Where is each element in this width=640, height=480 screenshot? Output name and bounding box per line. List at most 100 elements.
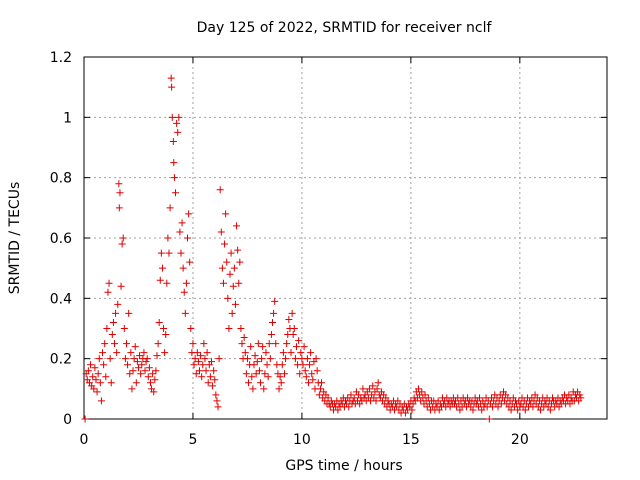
data-point	[345, 403, 353, 411]
data-points	[81, 74, 585, 423]
data-point	[120, 325, 128, 332]
data-point	[214, 403, 222, 411]
data-point	[237, 325, 245, 332]
data-point	[128, 385, 136, 393]
data-point	[119, 234, 127, 242]
data-point	[216, 186, 224, 194]
y-tick-label: 0.2	[50, 352, 72, 368]
data-point	[186, 258, 194, 266]
data-point	[576, 391, 584, 399]
data-point	[170, 174, 178, 182]
y-tick-label: 0	[63, 412, 72, 428]
data-point	[206, 373, 214, 381]
data-point	[138, 361, 146, 369]
data-point	[160, 325, 168, 332]
data-point	[134, 364, 142, 372]
data-point	[92, 376, 100, 384]
data-point	[251, 352, 259, 360]
data-point	[219, 279, 227, 287]
data-point	[245, 379, 253, 387]
data-point	[287, 349, 295, 357]
data-point	[113, 349, 121, 357]
data-point	[485, 415, 493, 423]
data-point	[81, 415, 89, 423]
data-point	[95, 355, 103, 363]
data-point	[142, 358, 150, 366]
data-point	[168, 83, 176, 91]
data-point	[104, 288, 112, 296]
data-point	[476, 394, 484, 402]
data-point	[108, 331, 116, 339]
y-tick-label: 0.4	[50, 291, 72, 307]
data-point	[93, 388, 101, 396]
data-point	[112, 309, 120, 317]
data-point	[125, 309, 133, 317]
data-point	[204, 379, 212, 387]
data-point	[207, 358, 215, 366]
data-point	[115, 204, 123, 212]
data-point	[158, 264, 166, 272]
data-point	[263, 361, 271, 369]
data-point	[350, 394, 358, 402]
data-point	[174, 128, 182, 136]
data-point	[126, 370, 134, 378]
data-point	[163, 279, 171, 287]
data-point	[238, 340, 246, 348]
data-point	[546, 406, 554, 414]
data-point	[180, 288, 188, 296]
data-point	[150, 388, 158, 396]
data-point	[224, 294, 232, 302]
data-point	[191, 355, 199, 363]
data-point	[260, 385, 268, 393]
data-point	[154, 340, 162, 348]
data-point	[295, 337, 303, 345]
x-tick-label: 20	[511, 432, 529, 448]
data-point	[213, 397, 221, 405]
data-point	[289, 331, 297, 339]
data-point	[102, 373, 110, 381]
data-point	[369, 382, 377, 390]
data-point	[241, 349, 249, 357]
data-point	[212, 391, 220, 399]
data-point	[228, 309, 236, 317]
data-point	[259, 343, 267, 351]
data-point	[117, 282, 125, 290]
data-point	[198, 373, 206, 381]
data-point	[129, 367, 137, 375]
data-point	[277, 379, 285, 387]
data-point	[105, 279, 113, 287]
data-point	[111, 340, 119, 348]
data-point	[187, 325, 195, 332]
data-point	[537, 406, 545, 414]
data-point	[268, 318, 276, 326]
data-point	[103, 325, 111, 332]
data-point	[185, 210, 193, 218]
data-point	[209, 382, 217, 390]
data-point	[166, 204, 174, 212]
data-point	[278, 361, 286, 369]
data-point	[132, 379, 140, 387]
data-point	[141, 367, 149, 375]
data-point	[89, 373, 97, 381]
data-point	[296, 370, 304, 378]
data-point	[415, 385, 423, 393]
data-point	[469, 406, 477, 414]
data-point	[100, 361, 108, 369]
data-point	[144, 373, 152, 381]
data-point	[162, 331, 170, 339]
data-point	[172, 189, 180, 197]
data-point	[418, 388, 426, 396]
data-point	[178, 219, 186, 227]
data-point	[359, 385, 367, 393]
data-point	[151, 376, 159, 384]
data-point	[84, 367, 92, 375]
data-point	[291, 355, 299, 363]
data-point	[201, 355, 209, 363]
data-point	[107, 379, 115, 387]
data-point	[258, 355, 266, 363]
data-point	[271, 297, 279, 305]
data-point	[184, 234, 192, 242]
data-point	[161, 349, 169, 357]
data-point	[308, 370, 316, 378]
